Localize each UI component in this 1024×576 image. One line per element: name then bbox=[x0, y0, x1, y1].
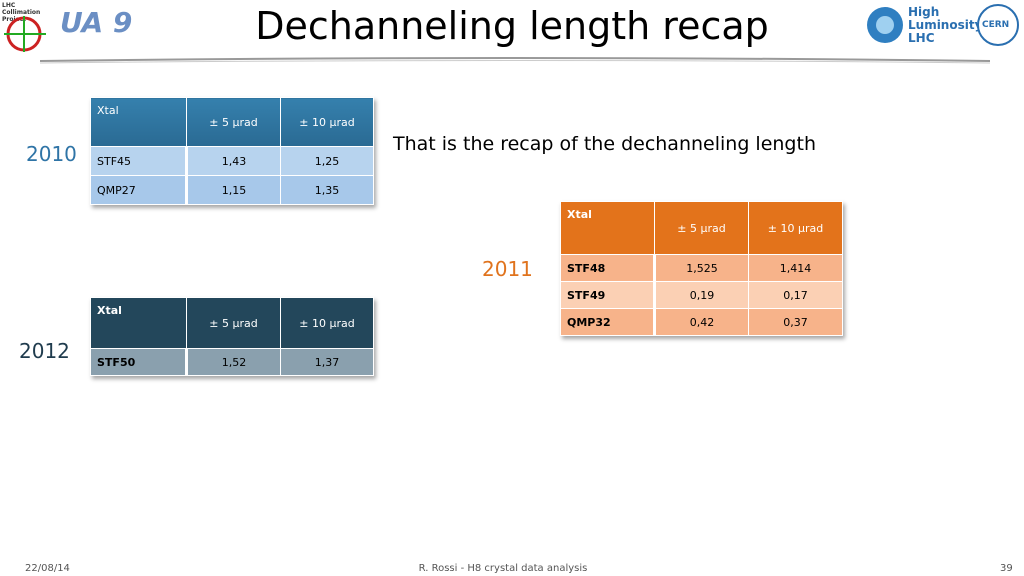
table-row: STF48 1,525 1,414 bbox=[560, 254, 843, 282]
header-cell: ± 10 µrad bbox=[280, 97, 374, 147]
year-label: 2010 bbox=[26, 142, 77, 166]
table-cell: 1,525 bbox=[654, 254, 749, 282]
table-cell: STF45 bbox=[90, 146, 188, 176]
table-cell: STF48 bbox=[560, 254, 656, 282]
header-row: Xtal ± 5 µrad ± 10 µrad bbox=[560, 201, 843, 255]
header-cell: Xtal bbox=[90, 297, 187, 349]
logo-target bbox=[4, 16, 46, 52]
header-cell: ± 5 µrad bbox=[654, 201, 749, 255]
logo-cern bbox=[977, 4, 1019, 46]
table-cell: 1,43 bbox=[186, 146, 281, 176]
table-cell: 1,15 bbox=[186, 175, 281, 205]
table-cell: 1,37 bbox=[280, 348, 374, 376]
table-row: STF49 0,19 0,17 bbox=[560, 281, 843, 309]
logo-hl-icon bbox=[867, 7, 903, 43]
logo-lhc-collimation: LHC Collimation Project bbox=[2, 2, 41, 23]
table-cell: 0,42 bbox=[654, 308, 749, 336]
table-cell: QMP27 bbox=[90, 175, 188, 205]
footer-center: R. Rossi - H8 crystal data analysis bbox=[418, 563, 588, 574]
logo-cern-text: CERN bbox=[982, 20, 1010, 30]
footer-date: 22/08/14 bbox=[25, 563, 70, 574]
logo-ua9: UA 9 bbox=[60, 6, 133, 39]
table-cell: STF49 bbox=[560, 281, 656, 309]
table-cell: 1,52 bbox=[186, 348, 281, 376]
year-label: 2011 bbox=[482, 257, 533, 281]
data-table: Xtal ± 5 µrad ± 10 µrad STF50 1,52 1,37 bbox=[90, 297, 374, 376]
header-cell: ± 10 µrad bbox=[280, 297, 374, 349]
year-label: 2012 bbox=[19, 339, 70, 363]
header-cell: ± 10 µrad bbox=[748, 201, 843, 255]
table-cell: 1,35 bbox=[280, 175, 374, 205]
table-cell: QMP32 bbox=[560, 308, 656, 336]
table-row: STF45 1,43 1,25 bbox=[90, 146, 374, 176]
footer-page: 39 bbox=[1000, 563, 1013, 574]
table-row: QMP32 0,42 0,37 bbox=[560, 308, 843, 336]
table-cell: 0,19 bbox=[654, 281, 749, 309]
title: Dechanneling length recap bbox=[255, 4, 769, 48]
table-row: QMP27 1,15 1,35 bbox=[90, 175, 374, 205]
header-cell: Xtal bbox=[560, 201, 655, 255]
header-row: Xtal ± 5 µrad ± 10 µrad bbox=[90, 297, 374, 349]
table-cell: 1,25 bbox=[280, 146, 374, 176]
data-table: Xtal ± 5 µrad ± 10 µrad STF48 1,525 1,414 STF4… bbox=[560, 201, 843, 336]
note: That is the recap of the dechanneling le… bbox=[393, 133, 816, 155]
table-cell: STF50 bbox=[90, 348, 188, 376]
header-rule bbox=[40, 57, 990, 64]
table-row: STF50 1,52 1,37 bbox=[90, 348, 374, 376]
header-cell: ± 5 µrad bbox=[186, 297, 281, 349]
table-cell: 1,414 bbox=[748, 254, 843, 282]
logo-hl-lhc: High Luminosity LHC bbox=[908, 5, 983, 45]
table-cell: 0,17 bbox=[748, 281, 843, 309]
table-cell: 0,37 bbox=[748, 308, 843, 336]
header-cell: Xtal bbox=[90, 97, 187, 147]
header-row: Xtal ± 5 µrad ± 10 µrad bbox=[90, 97, 374, 147]
data-table: Xtal ± 5 µrad ± 10 µrad STF45 1,43 1,25 QMP27 1… bbox=[90, 97, 374, 205]
header-cell: ± 5 µrad bbox=[186, 97, 281, 147]
